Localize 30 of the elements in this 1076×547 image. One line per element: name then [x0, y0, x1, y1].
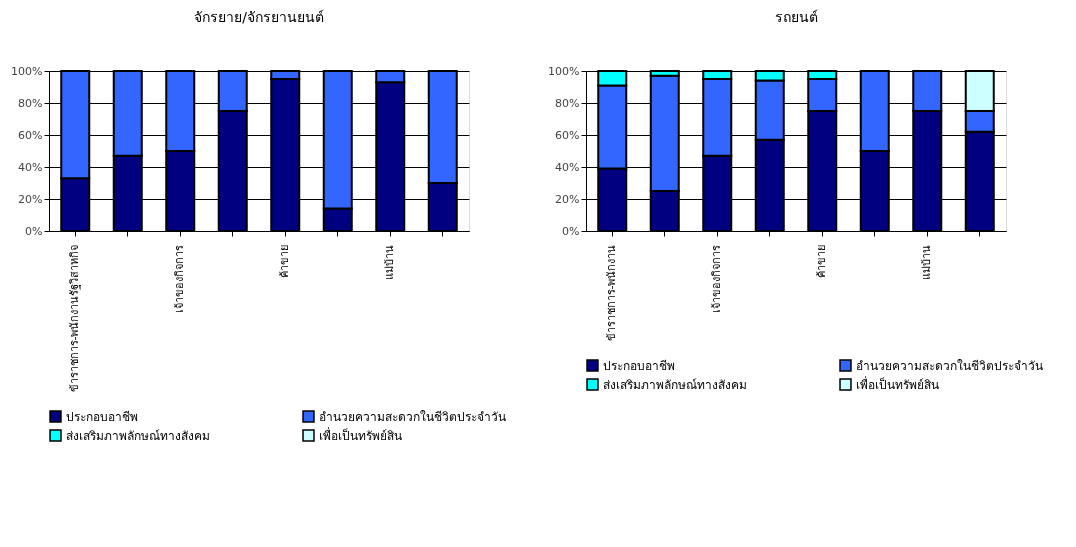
y-tick-label: 80%	[555, 96, 580, 110]
legend-label: อำนวยความสะดวกในชีวิตประจำวัน	[319, 409, 506, 424]
y-tick-label: 0%	[25, 224, 43, 238]
x-tick-label: ค้าขาย	[815, 244, 829, 278]
x-tick-label: ค้าขาย	[278, 244, 292, 278]
x-tick-label: เจ้าของกิจการ	[710, 244, 724, 313]
x-tick-label: เจ้าของกิจการ	[173, 244, 187, 313]
x-tick-label: ข้าราชการ-พนักงานรัฐวิสาหกิจ	[68, 244, 82, 393]
y-tick-label: 60%	[18, 128, 43, 142]
y-tick-label: 20%	[18, 192, 43, 206]
x-tick-label: ข้าราชการ-พนักงาน	[605, 244, 619, 342]
y-tick-label: 0%	[562, 224, 580, 238]
y-tick-label: 100%	[11, 64, 43, 78]
chart-title: จักรยาย/จักรยานยนต์	[194, 9, 324, 25]
y-tick-label: 100%	[548, 64, 580, 78]
legend-label: ประกอบอาชีพ	[66, 409, 138, 424]
y-tick-label: 40%	[555, 160, 580, 174]
x-tick-label: แม่บ้าน	[920, 244, 934, 280]
legend-label: เพื่อเป็นทรัพย์สิน	[319, 426, 402, 443]
x-tick-label: แม่บ้าน	[383, 244, 397, 280]
legend-label: ประกอบอาชีพ	[603, 358, 675, 373]
legend-label: ส่งเสริมภาพลักษณ์ทางสังคม	[66, 428, 210, 443]
chart-title: รถยนต์	[774, 9, 818, 25]
y-tick-label: 80%	[18, 96, 43, 110]
legend-label: เพื่อเป็นทรัพย์สิน	[856, 375, 939, 392]
legend-label: อำนวยความสะดวกในชีวิตประจำวัน	[856, 358, 1043, 373]
y-tick-label: 60%	[555, 128, 580, 142]
y-tick-label: 40%	[18, 160, 43, 174]
legend-label: ส่งเสริมภาพลักษณ์ทางสังคม	[603, 377, 747, 392]
y-tick-label: 20%	[555, 192, 580, 206]
